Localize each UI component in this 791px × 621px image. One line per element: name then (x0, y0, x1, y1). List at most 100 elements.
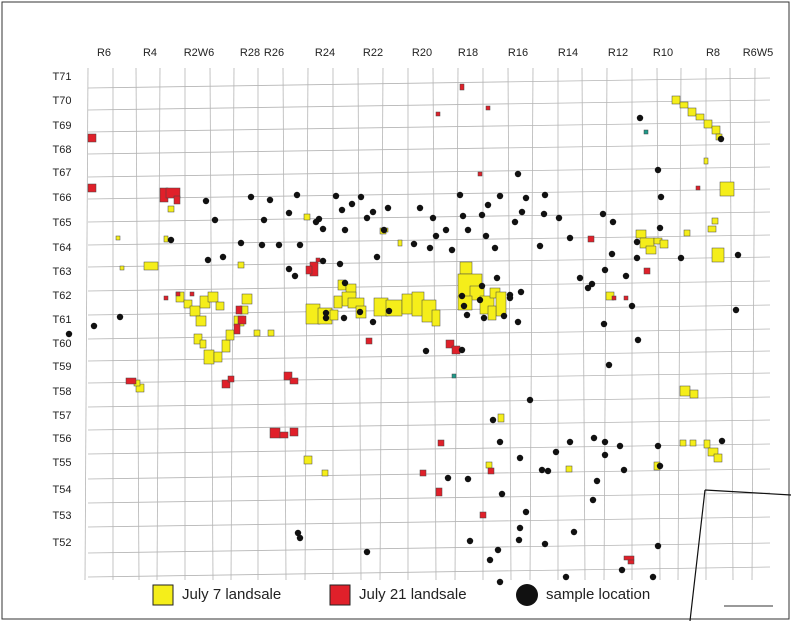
sample-point (540, 210, 548, 218)
yellow-parcel (497, 413, 505, 423)
sample-point (116, 313, 124, 321)
sample-point (202, 197, 210, 205)
township-line (87, 166, 771, 178)
range-line (454, 67, 459, 581)
sample-point (458, 346, 466, 354)
red-parcel (437, 439, 445, 447)
township-label: T69 (53, 120, 72, 132)
township-label: T68 (53, 144, 72, 156)
range-label: R2W6 (184, 47, 215, 59)
sample-point (211, 216, 219, 224)
sample-point (599, 210, 607, 218)
range-label: R18 (458, 47, 478, 59)
black-circle-icon (516, 584, 538, 606)
range-line (581, 67, 586, 581)
range-line (209, 67, 214, 581)
other-parcels (451, 129, 649, 379)
yellow-parcel (143, 261, 159, 271)
township-label: T65 (53, 217, 72, 229)
sample-point (204, 256, 212, 264)
township-label: T54 (53, 484, 72, 496)
township-line (87, 468, 771, 480)
range-line (677, 67, 682, 581)
red-parcel (283, 371, 293, 381)
sample-point (588, 280, 596, 288)
township-line (87, 211, 771, 223)
sample-point (338, 206, 346, 214)
sample-point (576, 274, 584, 282)
sample-point (341, 226, 349, 234)
township-label: T59 (53, 361, 72, 373)
yellow-parcel (221, 339, 231, 353)
yellow-square-icon (152, 584, 174, 606)
red-parcel (233, 323, 241, 335)
yellow-parcel (431, 309, 441, 327)
red-parcel (237, 315, 247, 325)
yellow-parcel (397, 239, 403, 247)
sample-point (448, 246, 456, 254)
township-line (87, 121, 771, 133)
sample-point (291, 272, 299, 280)
range-line (379, 67, 384, 581)
township-label: T66 (53, 192, 72, 204)
sample-point (496, 192, 504, 200)
township-label: T64 (53, 242, 72, 254)
sample-point (734, 251, 742, 259)
sample-point (516, 454, 524, 462)
range-label: R8 (706, 47, 720, 59)
sample-point (493, 274, 501, 282)
sample-point (167, 236, 175, 244)
sample-point (522, 194, 530, 202)
yellow-parcel (703, 439, 711, 449)
sample-point (566, 438, 574, 446)
yellow-parcel (713, 453, 723, 463)
sample-point (336, 260, 344, 268)
sample-point (486, 556, 494, 564)
township-label: T62 (53, 290, 72, 302)
sample-point (478, 211, 486, 219)
yellow-parcel (635, 229, 647, 239)
sample-point (618, 566, 626, 574)
red-parcel (611, 295, 617, 301)
sample-point (516, 524, 524, 532)
range-line (729, 67, 734, 581)
sample-point (237, 239, 245, 247)
sample-point (608, 250, 616, 258)
township-label: T71 (53, 71, 72, 83)
sample-point (416, 204, 424, 212)
sample-point (296, 534, 304, 542)
sample-point (562, 573, 570, 581)
sample-point (369, 208, 377, 216)
sample-point (566, 234, 574, 242)
sample-point (541, 191, 549, 199)
yellow-parcel (193, 333, 203, 345)
sample-point (649, 573, 657, 581)
yellow-parcel (199, 339, 207, 349)
sample-point (459, 212, 467, 220)
range-label: R12 (608, 47, 628, 59)
sample-point (526, 396, 534, 404)
sample-point (466, 537, 474, 545)
township-label: T58 (53, 386, 72, 398)
sample-point (636, 114, 644, 122)
yellow-parcel (253, 329, 261, 337)
sample-point (260, 216, 268, 224)
yellow-parcel (711, 247, 725, 263)
sample-point (593, 477, 601, 485)
sample-point (514, 318, 522, 326)
range-label: R24 (315, 47, 335, 59)
red-parcel (227, 375, 235, 383)
yellow-parcel (203, 349, 215, 365)
sample-point (247, 193, 255, 201)
july-21-parcels (87, 83, 701, 565)
province-boundary-line (689, 489, 791, 621)
yellow-parcel (679, 385, 691, 397)
township-label: T55 (53, 457, 72, 469)
red-parcel (165, 187, 181, 199)
sample-point (515, 536, 523, 544)
sample-point (357, 193, 365, 201)
sample-point (496, 438, 504, 446)
yellow-parcel (163, 235, 169, 243)
range-line (84, 67, 89, 581)
